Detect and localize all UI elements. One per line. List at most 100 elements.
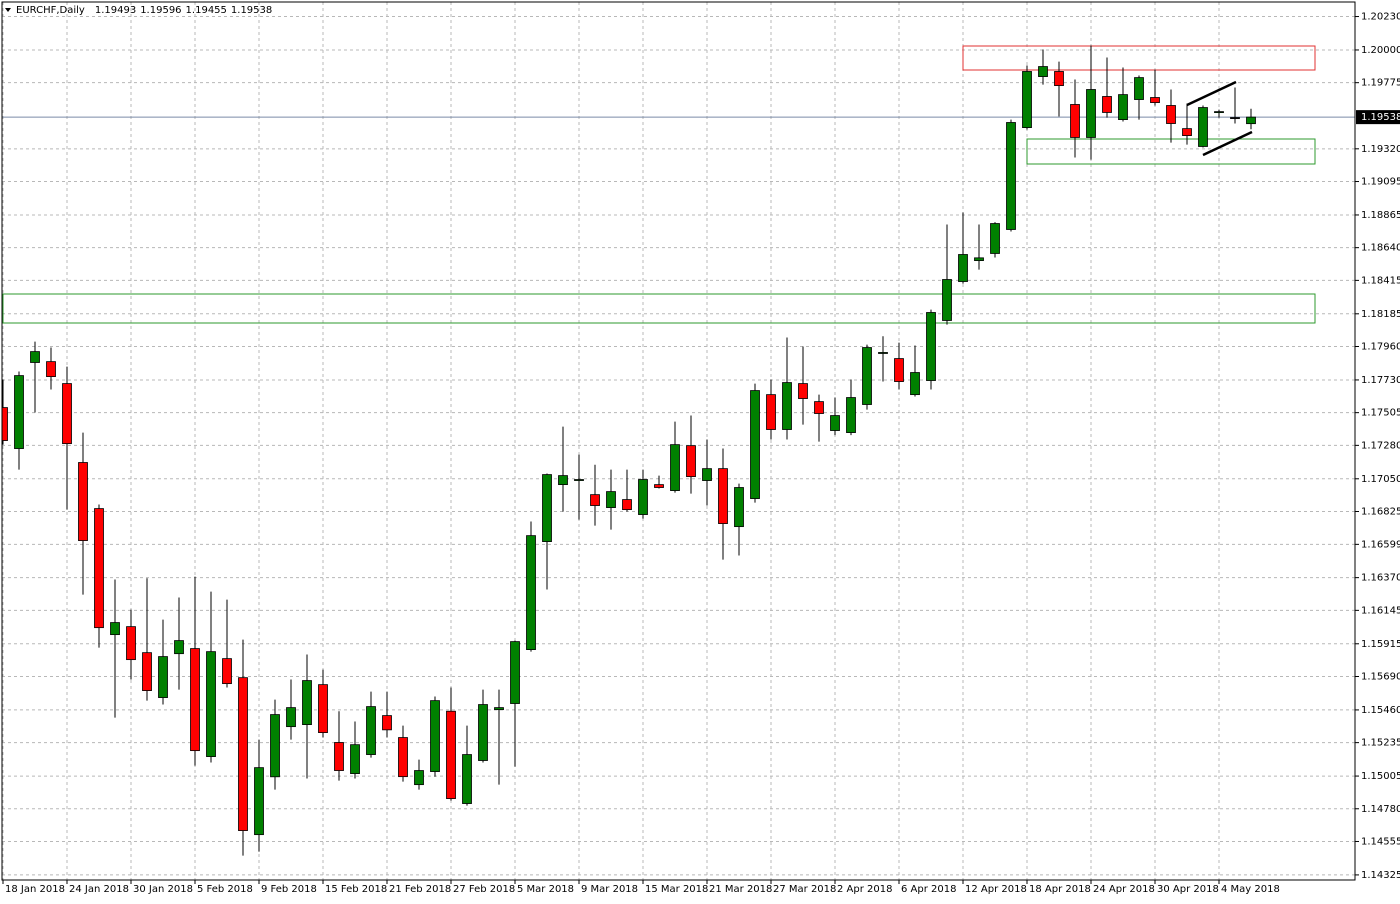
candle-body [222,658,232,685]
y-tick-label: 1.14780 [1361,804,1400,815]
candle-body [1086,89,1096,138]
candle-body [1214,111,1224,114]
candle-body [1182,128,1192,136]
candle-body [910,372,920,396]
candle-body [606,491,616,508]
candle-body [78,462,88,541]
header: EURCHF,Daily 1.19493 1.19596 1.19455 1.19538 [16,5,272,16]
y-tick-label: 1.14325 [1361,870,1400,881]
trend-line [1186,80,1237,107]
x-tick-label: 5 Mar 2018 [517,884,574,895]
x-tick-label: 15 Mar 2018 [645,884,708,895]
candle-body [1070,104,1080,138]
candle-body [142,652,152,691]
y-tick-label: 1.17050 [1361,474,1400,485]
x-tick-label: 2 Apr 2018 [837,884,892,895]
y-tick-label: 1.15690 [1361,671,1400,682]
candle-body [542,474,552,542]
y-tick-label: 1.16825 [1361,507,1400,518]
candle-body [510,641,520,704]
candle-body [254,767,264,836]
candle-body [190,648,200,752]
candle-body [94,508,104,629]
candle-body [894,358,904,382]
header-close: 1.19538 [231,5,272,16]
candle-body [1246,116,1256,125]
x-tick-label: 24 Jan 2018 [69,884,129,895]
candle-body [1038,66,1048,77]
current-price-label: 1.19538 [1361,112,1400,123]
candle-body [1198,107,1208,147]
y-tick-label: 1.15460 [1361,705,1400,716]
candle-body [702,468,712,481]
candle-body [782,382,792,430]
candle-body [1022,71,1032,128]
y-tick-label: 1.18640 [1361,243,1400,254]
candle-body [302,680,312,726]
candle-body [974,257,984,262]
drawn-objects [2,45,1316,324]
candle-body [14,375,24,449]
y-tick-label: 1.16599 [1361,539,1400,550]
symbol-title: EURCHF,Daily [16,5,85,16]
candle-body [494,707,504,711]
candle-body [734,487,744,528]
candle-body [1150,97,1160,103]
candle-body [814,401,824,414]
candle-body [30,351,40,363]
y-tick-label: 1.16145 [1361,605,1400,616]
x-tick-label: 24 Apr 2018 [1093,884,1155,895]
candle-body [478,704,488,761]
trend-line [1202,130,1253,157]
candle-body [590,494,600,506]
y-tick-label: 1.17960 [1361,342,1400,353]
candle-body [446,710,456,799]
x-tick-label: 18 Jan 2018 [5,884,65,895]
candle-body [238,677,248,831]
y-tick-label: 1.18185 [1361,309,1400,320]
x-tick-label: 30 Jan 2018 [133,884,193,895]
candle-body [1006,122,1016,230]
y-tick-label: 1.19320 [1361,144,1400,155]
header-open: 1.19493 [95,5,136,16]
y-tick-label: 1.17730 [1361,375,1400,386]
y-tick-label: 1.17505 [1361,408,1400,419]
plot-border [1,1,1356,881]
candles [2,45,1256,856]
candle-body [110,622,120,636]
candle-body [366,706,376,755]
x-tick-label: 9 Mar 2018 [581,884,638,895]
candle-body [2,407,8,441]
candle-body [574,479,584,481]
candle-body [286,707,296,728]
candle-body [462,754,472,804]
x-tick-label: 15 Feb 2018 [325,884,387,895]
x-tick-label: 18 Apr 2018 [1029,884,1091,895]
candle-body [862,347,872,405]
candle-body [1230,117,1240,119]
candle-body [46,361,56,378]
candle-body [958,254,968,282]
y-tick-label: 1.20000 [1361,45,1400,56]
candle-body [622,499,632,511]
axis-layer: 1.20230 1.20000 1.19775 1.19320 1.19095 1.188… [2,12,1400,895]
y-tick-label: 1.17280 [1361,440,1400,451]
candle-body [430,700,440,772]
candle-body [654,484,664,488]
y-tick-label: 1.18865 [1361,210,1400,221]
candle-body [350,744,360,774]
candle-body [558,475,568,486]
y-tick-label: 1.19095 [1361,177,1400,188]
x-tick-label: 27 Feb 2018 [453,884,515,895]
support-zone [2,293,1316,324]
candle-body [990,223,1000,254]
x-tick-label: 21 Mar 2018 [709,884,772,895]
candle-body [270,714,280,778]
candle-body [398,737,408,778]
candle-body [846,397,856,433]
menu-arrow[interactable] [5,8,11,12]
x-tick-label: 30 Apr 2018 [1157,884,1219,895]
